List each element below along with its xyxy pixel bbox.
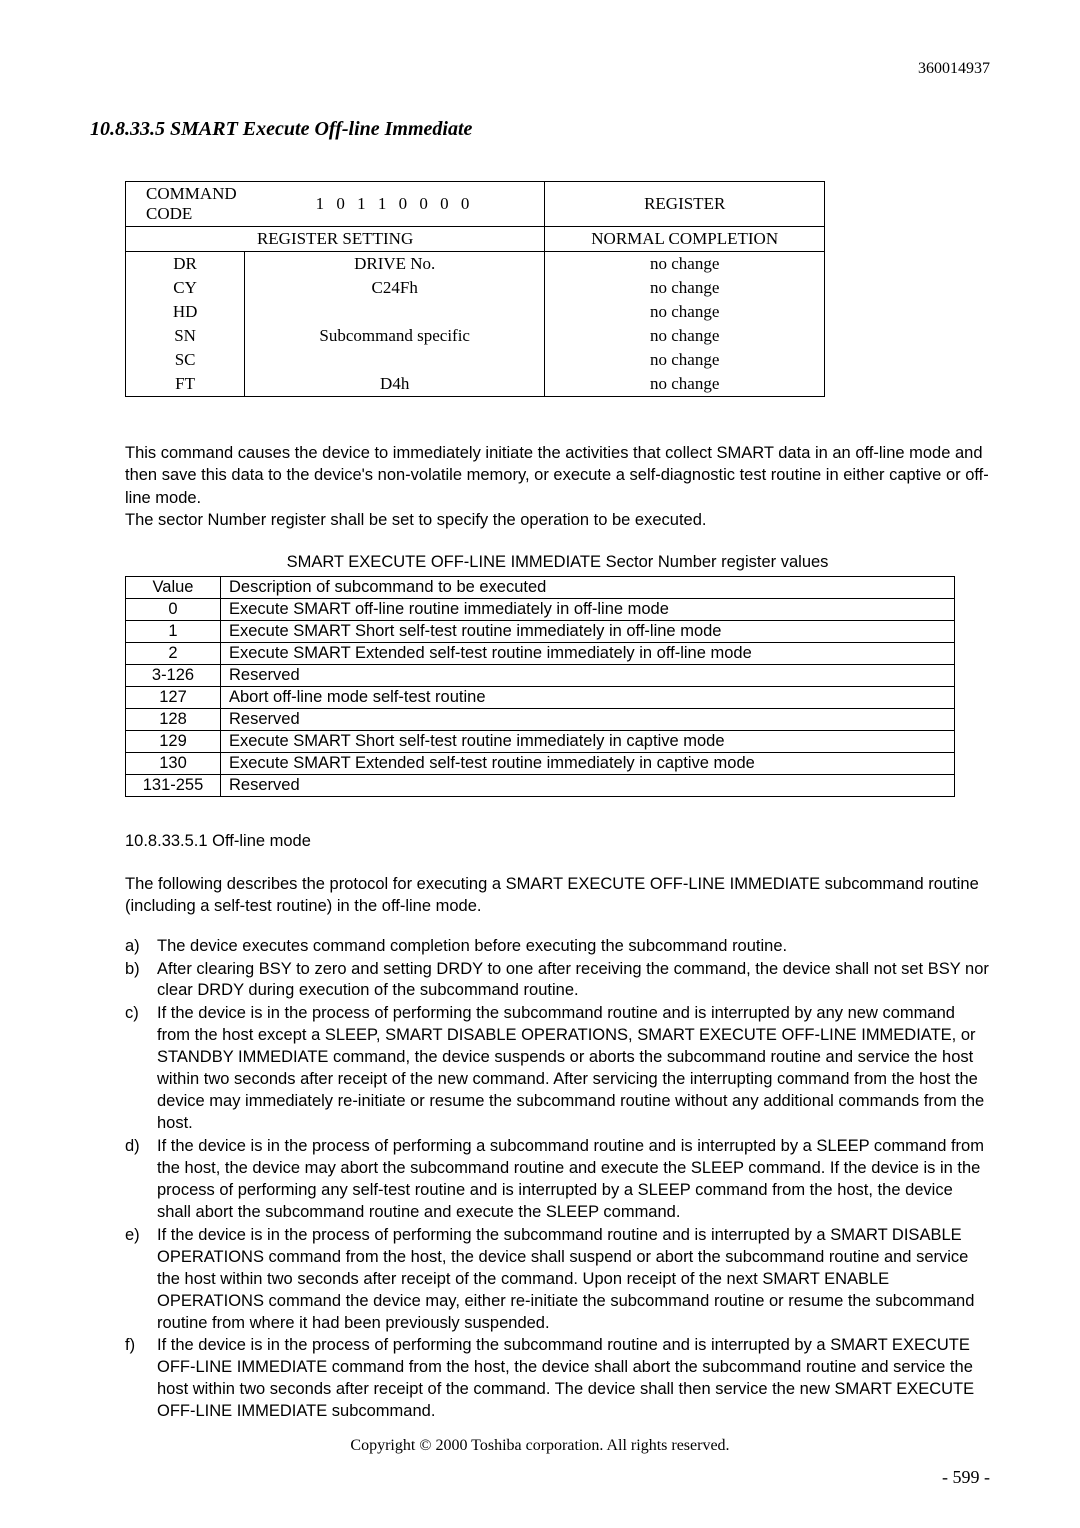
register-setting: C24Fh [245, 276, 545, 300]
register-name: FT [126, 372, 245, 397]
sector-table-caption: SMART EXECUTE OFF-LINE IMMEDIATE Sector … [125, 553, 990, 572]
sector-desc: Execute SMART Short self-test routine im… [221, 621, 955, 643]
sector-value: 130 [126, 753, 221, 775]
sector-row: 1Execute SMART Short self-test routine i… [126, 621, 955, 643]
protocol-text: If the device is in the process of perfo… [157, 1136, 990, 1224]
sector-desc: Abort off-line mode self-test routine [221, 687, 955, 709]
protocol-item: e)If the device is in the process of per… [125, 1225, 990, 1335]
sector-row: 3-126Reserved [126, 665, 955, 687]
register-setting [245, 348, 545, 372]
protocol-text: The device executes command completion b… [157, 936, 990, 958]
desc-paragraph-1: This command causes the device to immedi… [125, 442, 990, 509]
register-name: SN [126, 324, 245, 348]
protocol-item: f)If the device is in the process of per… [125, 1335, 990, 1423]
protocol-marker: e) [125, 1225, 157, 1335]
protocol-marker: d) [125, 1136, 157, 1224]
register-completion: no change [545, 324, 825, 348]
register-name: HD [126, 300, 245, 324]
subsection-heading: 10.8.33.5.1 Off-line mode [125, 832, 990, 851]
protocol-text: After clearing BSY to zero and setting D… [157, 959, 990, 1003]
sector-header-value: Value [126, 577, 221, 599]
register-row: SNSubcommand specificno change [126, 324, 825, 348]
sector-row: 127Abort off-line mode self-test routine [126, 687, 955, 709]
register-row: DRDRIVE No.no change [126, 252, 825, 277]
sector-row: 131-255Reserved [126, 775, 955, 797]
protocol-list: a)The device executes command completion… [125, 936, 990, 1424]
sector-value: 129 [126, 731, 221, 753]
register-setting: D4h [245, 372, 545, 397]
protocol-text: If the device is in the process of perfo… [157, 1225, 990, 1335]
sector-table: Value Description of subcommand to be ex… [125, 576, 955, 797]
register-row: SC no change [126, 348, 825, 372]
sector-row: 0Execute SMART off-line routine immediat… [126, 599, 955, 621]
protocol-marker: a) [125, 936, 157, 958]
sector-value: 128 [126, 709, 221, 731]
protocol-item: c)If the device is in the process of per… [125, 1003, 990, 1135]
register-row: CYC24Fhno change [126, 276, 825, 300]
sector-row: 129Execute SMART Short self-test routine… [126, 731, 955, 753]
protocol-item: a)The device executes command completion… [125, 936, 990, 958]
register-setting: Subcommand specific [245, 324, 545, 348]
copyright-text: Copyright © 2000 Toshiba corporation. Al… [90, 1437, 990, 1455]
protocol-marker: f) [125, 1335, 157, 1423]
sector-desc: Execute SMART Short self-test routine im… [221, 731, 955, 753]
protocol-item: d)If the device is in the process of per… [125, 1136, 990, 1224]
sector-desc: Execute SMART Extended self-test routine… [221, 753, 955, 775]
normal-completion-header: NORMAL COMPLETION [545, 227, 825, 252]
register-row: FTD4hno change [126, 372, 825, 397]
register-completion: no change [545, 372, 825, 397]
sector-desc: Reserved [221, 775, 955, 797]
sector-row: 2Execute SMART Extended self-test routin… [126, 643, 955, 665]
sector-desc: Reserved [221, 665, 955, 687]
register-completion: no change [545, 252, 825, 277]
cmd-code-value: 1 0 1 1 0 0 0 0 [245, 182, 545, 227]
register-name: CY [126, 276, 245, 300]
document-number: 360014937 [90, 60, 990, 78]
register-completion: no change [545, 276, 825, 300]
sector-value: 131-255 [126, 775, 221, 797]
sector-row: 128Reserved [126, 709, 955, 731]
sector-row: 130Execute SMART Extended self-test rout… [126, 753, 955, 775]
register-name: DR [126, 252, 245, 277]
register-setting-header: REGISTER SETTING [126, 227, 545, 252]
sector-desc: Reserved [221, 709, 955, 731]
sector-value: 0 [126, 599, 221, 621]
desc-paragraph-2: The sector Number register shall be set … [125, 509, 990, 531]
register-setting [245, 300, 545, 324]
register-setting: DRIVE No. [245, 252, 545, 277]
description-block: This command causes the device to immedi… [125, 442, 990, 531]
register-completion: no change [545, 300, 825, 324]
protocol-text: If the device is in the process of perfo… [157, 1003, 990, 1135]
protocol-intro: The following describes the protocol for… [125, 873, 990, 918]
page-number: - 599 - [942, 1467, 990, 1488]
section-heading: 10.8.33.5 SMART Execute Off-line Immedia… [90, 118, 990, 141]
register-table: COMMAND CODE 1 0 1 1 0 0 0 0 REGISTER RE… [125, 181, 825, 397]
sector-value: 1 [126, 621, 221, 643]
cmd-code-label: COMMAND CODE [126, 182, 245, 227]
register-completion: no change [545, 348, 825, 372]
register-label: REGISTER [545, 182, 825, 227]
protocol-marker: b) [125, 959, 157, 1003]
register-row: HD no change [126, 300, 825, 324]
sector-header-desc: Description of subcommand to be executed [221, 577, 955, 599]
sector-value: 127 [126, 687, 221, 709]
sector-value: 2 [126, 643, 221, 665]
register-name: SC [126, 348, 245, 372]
sector-value: 3-126 [126, 665, 221, 687]
protocol-item: b)After clearing BSY to zero and setting… [125, 959, 990, 1003]
sector-desc: Execute SMART off-line routine immediate… [221, 599, 955, 621]
sector-desc: Execute SMART Extended self-test routine… [221, 643, 955, 665]
protocol-text: If the device is in the process of perfo… [157, 1335, 990, 1423]
protocol-marker: c) [125, 1003, 157, 1135]
